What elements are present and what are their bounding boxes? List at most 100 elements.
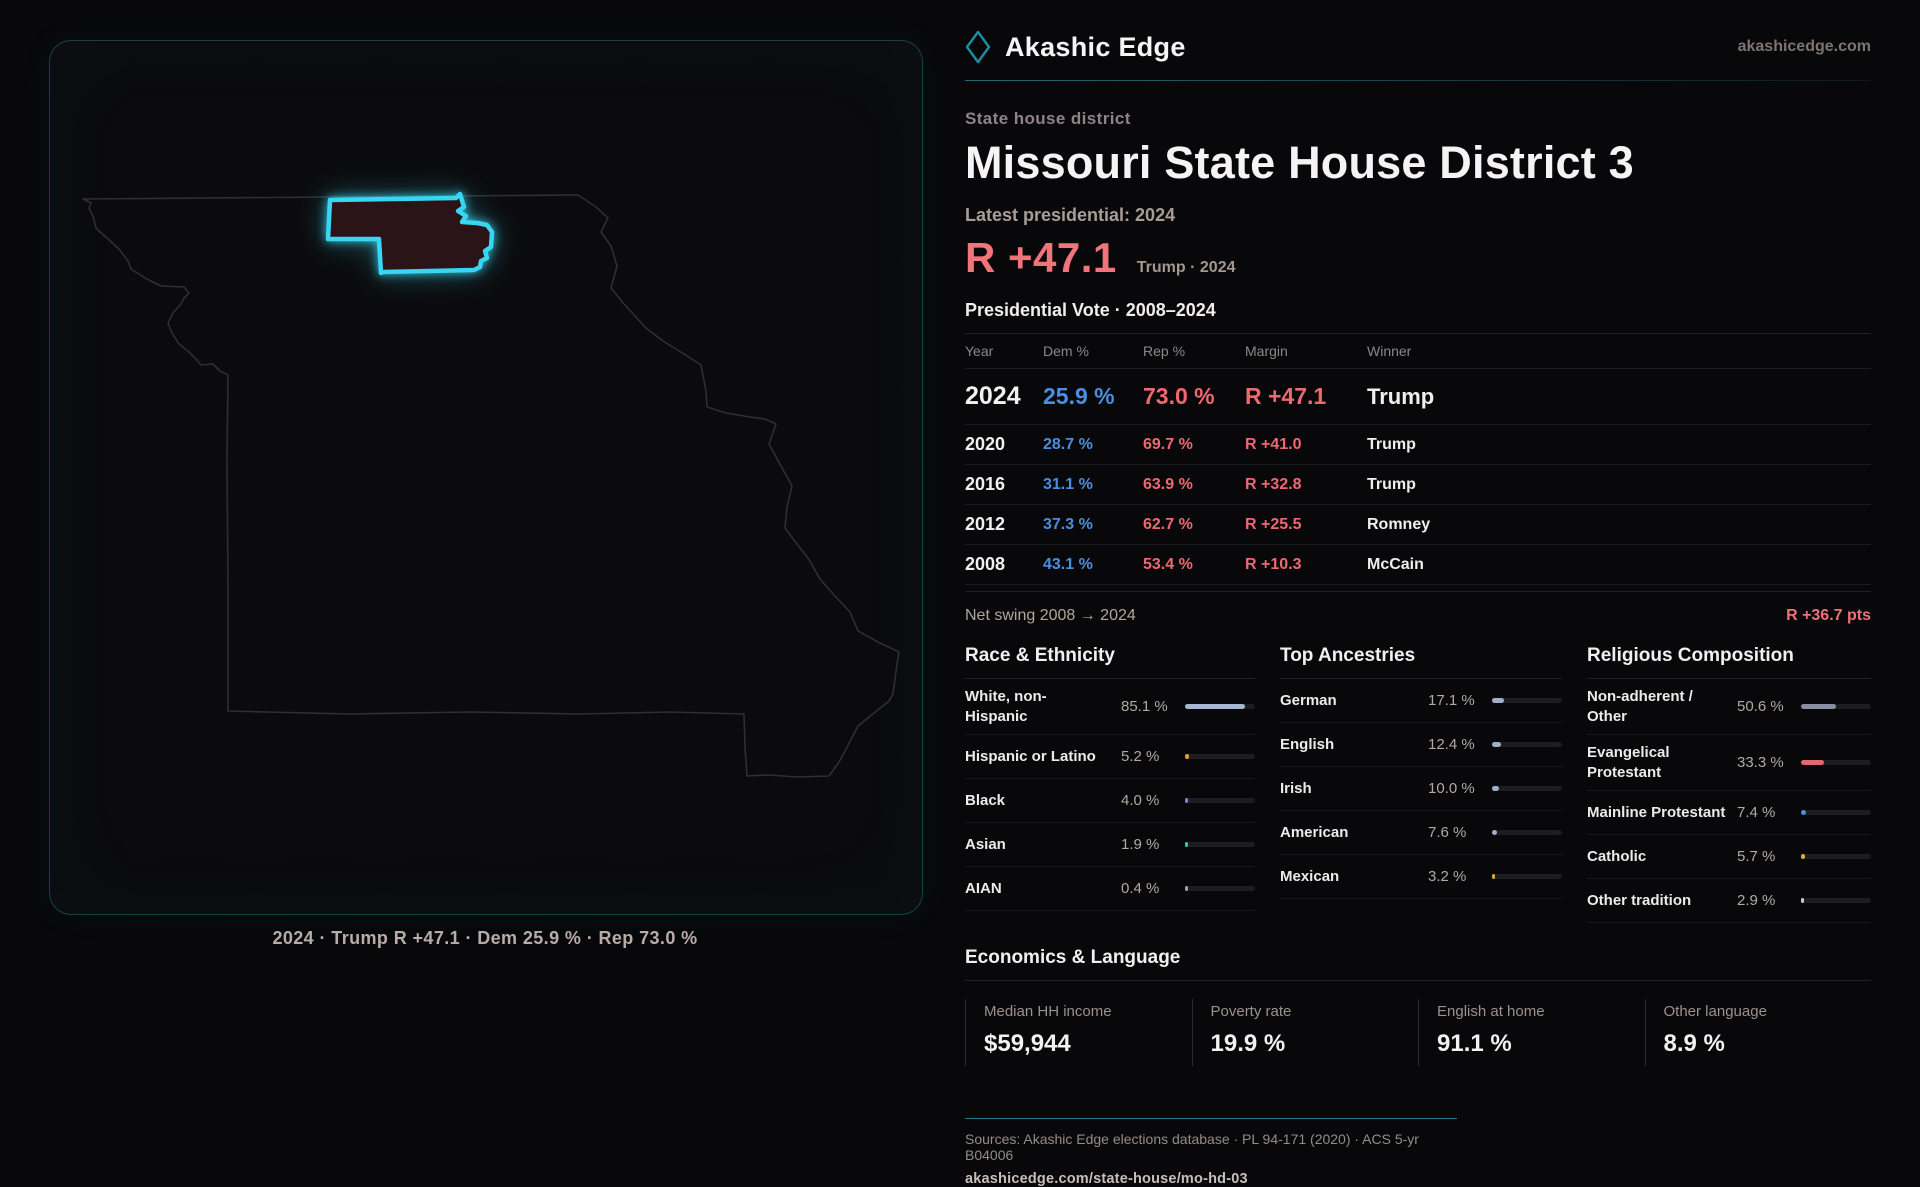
race-row: Hispanic or Latino 5.2 % <box>965 735 1255 779</box>
net-swing-label: Net swing 2008 → 2024 <box>965 607 1136 624</box>
ancestry-value: 3.2 % <box>1428 868 1467 885</box>
headline-margin-value: R +47.1 <box>965 234 1117 281</box>
race-bar-track <box>1185 886 1255 891</box>
race-label: Hispanic or Latino <box>965 747 1096 765</box>
race-value: 1.9 % <box>1121 836 1160 853</box>
vote-table-row: 2008 43.1 % 53.4 % R +10.3 McCain <box>965 545 1871 585</box>
vote-year: 2012 <box>965 514 1006 534</box>
race-value: 4.0 % <box>1121 792 1160 809</box>
religion-label: Non-adherent / Other <box>1587 688 1693 725</box>
vote-rep-pct: 73.0 % <box>1143 383 1215 409</box>
race-row: AIAN 0.4 % <box>965 867 1255 911</box>
brand-header: Akashic Edge akashicedge.com <box>965 26 1871 68</box>
ancestry-row: Irish 10.0 % <box>1280 767 1562 811</box>
religion-section: Religious Composition Non-adherent / Othe… <box>1587 645 1871 923</box>
ancestry-row: Mexican 3.2 % <box>1280 855 1562 899</box>
vote-table-column-header: Margin <box>1245 343 1288 359</box>
vote-rep-pct: 69.7 % <box>1143 435 1193 453</box>
race-bar-track <box>1185 842 1255 847</box>
vote-year: 2016 <box>965 474 1006 494</box>
vote-year: 2020 <box>965 434 1006 454</box>
economics-stat-label: Poverty rate <box>1210 1003 1292 1020</box>
vote-winner: Romney <box>1367 515 1431 533</box>
demographics-columns: Race & Ethnicity White, non- Hispanic 85.… <box>965 645 1871 923</box>
race-bar-fill <box>1185 754 1189 759</box>
ancestry-bar-fill <box>1492 698 1504 703</box>
vote-margin: R +10.3 <box>1245 555 1302 573</box>
vote-dem-pct: 43.1 % <box>1043 555 1093 573</box>
brand-domain-link[interactable]: akashicedge.com <box>1737 38 1871 55</box>
vote-table-header: Year Dem % Rep % Margin Winner <box>965 334 1871 369</box>
economics-stats: Median HH income $59,944 Poverty rate 19… <box>965 999 1871 1066</box>
vote-rep-pct: 62.7 % <box>1143 515 1193 533</box>
race-row: White, non- Hispanic 85.1 % <box>965 679 1255 735</box>
religion-bar-track <box>1801 898 1871 903</box>
vote-table-row: 2016 31.1 % 63.9 % R +32.8 Trump <box>965 465 1871 505</box>
religion-label: Other tradition <box>1587 891 1692 909</box>
race-section-title: Race & Ethnicity <box>965 645 1255 679</box>
district-type-kicker: State house district <box>965 109 1131 128</box>
vote-winner: Trump <box>1367 475 1416 493</box>
district-3-highlight[interactable] <box>325 191 495 276</box>
economics-stat-value: $59,944 <box>984 1030 1071 1057</box>
vote-dem-pct: 25.9 % <box>1043 383 1115 409</box>
vote-table-column-header: Rep % <box>1143 343 1186 359</box>
race-value: 5.2 % <box>1121 748 1160 765</box>
economics-stat-label: English at home <box>1437 1003 1545 1020</box>
brand-name: Akashic Edge <box>1005 31 1186 62</box>
header-divider <box>965 80 1871 81</box>
ancestries-section: Top Ancestries German 17.1 % English <box>1280 645 1562 899</box>
ancestry-bar-track <box>1492 742 1562 747</box>
brand-diamond-icon <box>965 30 991 64</box>
economics-stat: Median HH income $59,944 <box>965 999 1192 1066</box>
religion-row: Catholic 5.7 % <box>1587 835 1871 879</box>
vote-year: 2024 <box>965 382 1021 410</box>
page-title: Missouri State House District 3 <box>965 137 1634 188</box>
ancestry-bar-track <box>1492 874 1562 879</box>
religion-row: Non-adherent / Other 50.6 % <box>1587 679 1871 735</box>
religion-bar-track <box>1801 704 1871 709</box>
ancestry-bar-track <box>1492 786 1562 791</box>
race-row: Black 4.0 % <box>965 779 1255 823</box>
religion-bar-fill <box>1801 760 1825 765</box>
race-bar-fill <box>1185 886 1188 891</box>
religion-value: 50.6 % <box>1737 698 1784 715</box>
footer: Sources: Akashic Edge elections database… <box>965 1118 1457 1187</box>
race-label: White, non- Hispanic <box>965 688 1047 725</box>
vote-margin: R +32.8 <box>1245 475 1302 493</box>
economics-stat-value: 19.9 % <box>1210 1030 1286 1057</box>
religion-bar-fill <box>1801 898 1804 903</box>
ancestry-label: English <box>1280 735 1335 753</box>
vote-table-row: 2024 25.9 % 73.0 % R +47.1 Trump <box>965 369 1871 425</box>
ancestry-label: Mexican <box>1280 867 1340 885</box>
religion-row: Mainline Protestant 7.4 % <box>1587 791 1871 835</box>
vote-winner: McCain <box>1367 555 1424 573</box>
missouri-state-outline <box>82 194 900 778</box>
ancestry-label: Irish <box>1280 779 1312 797</box>
race-value: 85.1 % <box>1121 698 1168 715</box>
ancestry-bar-fill <box>1492 874 1495 879</box>
headline-margin-row: R +47.1 Trump · 2024 <box>965 234 1871 282</box>
religion-value: 7.4 % <box>1737 804 1776 821</box>
footer-permalink[interactable]: akashicedge.com/state-house/mo-hd-03 <box>965 1171 1248 1187</box>
vote-dem-pct: 37.3 % <box>1043 515 1093 533</box>
economics-stat-label: Median HH income <box>984 1003 1112 1020</box>
vote-table-row: 2020 28.7 % 69.7 % R +41.0 Trump <box>965 425 1871 465</box>
religion-bar-fill <box>1801 810 1807 815</box>
ancestry-bar-track <box>1492 830 1562 835</box>
map-caption: 2024 · Trump R +47.1 · Dem 25.9 % · Rep … <box>272 928 698 948</box>
religion-label: Mainline Protestant <box>1587 803 1726 821</box>
vote-dem-pct: 28.7 % <box>1043 435 1093 453</box>
religion-label: Evangelical Protestant <box>1587 744 1670 781</box>
religion-section-title: Religious Composition <box>1587 645 1871 679</box>
religion-value: 2.9 % <box>1737 892 1776 909</box>
economics-stat-value: 91.1 % <box>1437 1030 1512 1057</box>
vote-winner: Trump <box>1367 383 1435 409</box>
net-swing-value: R +36.7 pts <box>1786 607 1871 624</box>
race-label: Black <box>965 791 1006 809</box>
religion-row: Other tradition 2.9 % <box>1587 879 1871 923</box>
vote-rep-pct: 53.4 % <box>1143 555 1193 573</box>
vote-year: 2008 <box>965 554 1006 574</box>
race-row: Asian 1.9 % <box>965 823 1255 867</box>
ancestry-row: English 12.4 % <box>1280 723 1562 767</box>
